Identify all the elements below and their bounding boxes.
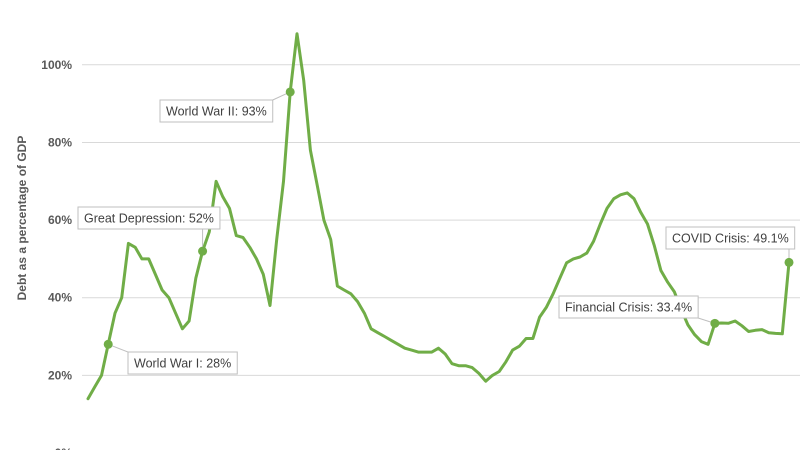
y-axis-title: Debt as a percentage of GDP	[15, 136, 29, 301]
gridlines	[82, 64, 800, 376]
y-tick-label: 20%	[48, 368, 72, 382]
annotation-label: Financial Crisis: 33.4%	[565, 301, 692, 315]
y-axis-ticks: 0% 20% 40% 60% 80% 100%	[41, 58, 72, 450]
series-line	[86, 32, 791, 401]
annotation-callout: Financial Crisis: 33.4%	[558, 295, 720, 328]
annotation-box	[127, 351, 238, 375]
annotation-label: COVID Crisis: 49.1%	[672, 232, 789, 246]
annotation-layer: World War I: 28% Great Depression: 52% Wor…	[77, 87, 796, 375]
annotation-callout: World War I: 28%	[103, 339, 238, 375]
y-tick-label: 100%	[41, 58, 72, 72]
annotation-box	[665, 226, 796, 250]
y-tick-label: 0%	[55, 446, 73, 450]
annotation-label: World War I: 28%	[134, 357, 231, 371]
y-tick-label: 60%	[48, 213, 72, 227]
annotation-callout: World War II: 93%	[159, 87, 295, 123]
annotation-marker	[103, 339, 113, 349]
annotation-marker	[285, 87, 295, 97]
y-tick-label: 80%	[48, 135, 72, 149]
annotation-box	[558, 295, 699, 319]
annotation-callout: Great Depression: 52%	[77, 206, 221, 256]
annotation-box	[77, 206, 221, 230]
y-tick-label: 40%	[48, 291, 72, 305]
annotation-marker	[784, 257, 794, 267]
annotation-box	[159, 99, 274, 123]
annotation-label: World War II: 93%	[166, 105, 267, 119]
annotation-marker	[198, 246, 208, 256]
annotation-marker	[710, 318, 720, 328]
annotation-label: Great Depression: 52%	[84, 212, 214, 226]
annotation-callout: COVID Crisis: 49.1%	[665, 226, 796, 267]
series-line-layer	[86, 32, 791, 401]
